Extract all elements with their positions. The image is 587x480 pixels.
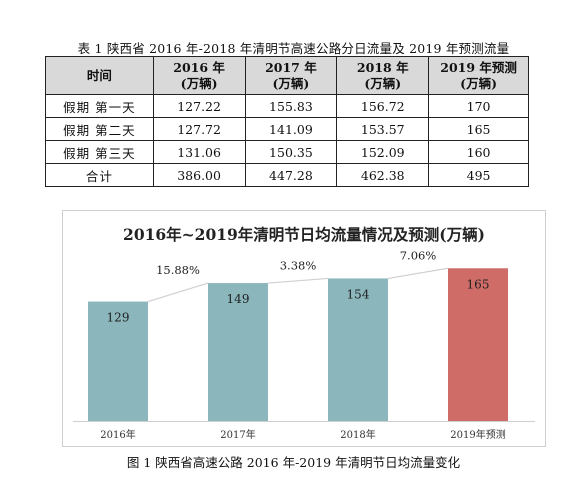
row-label: 假期 第三天 (45, 140, 154, 164)
table-caption: 表 1 陕西省 2016 年-2018 年清明节高速公路分日流量及 2019 年… (77, 41, 510, 56)
header-2018: 2018 年 (万辆) (336, 56, 430, 95)
table-row: 假期 第三天 131.06 150.35 152.09 160 (45, 140, 529, 164)
table-cell: 141.09 (244, 117, 338, 141)
x-tick-label: 2017年 (220, 428, 255, 441)
table-cell: 160 (428, 140, 529, 164)
table-cell: 152.09 (336, 140, 430, 164)
bar-value-label: 165 (467, 277, 490, 291)
header-time: 时间 (45, 56, 154, 95)
table-cell: 150.35 (244, 140, 338, 164)
figure-caption: 图 1 陕西省高速公路 2016 年-2019 年清明节日均流量变化 (126, 455, 461, 470)
bar (208, 283, 268, 421)
table-row: 合计 386.00 447.28 462.38 495 (45, 163, 529, 187)
chart-title: 2016年~2019年清明节日均流量情况及预测(万辆) (123, 225, 485, 244)
growth-rate-label: 7.06% (400, 248, 437, 262)
table-header-row: 时间 2016 年 (万辆) 2017 年 (万辆) 2018 年 (万辆) 2019… (45, 56, 529, 95)
growth-rate-label: 15.88% (156, 263, 200, 277)
table-cell: 386.00 (152, 163, 246, 187)
table-cell: 170 (428, 94, 529, 118)
bar (328, 278, 388, 421)
growth-connector-line (267, 277, 329, 284)
table-cell: 495 (428, 163, 529, 187)
table-cell: 127.22 (152, 94, 246, 118)
growth-connector-line (387, 267, 449, 280)
x-tick-label: 2018年 (340, 428, 375, 441)
bar-chart: 129 2016年 149 2017年 154 2018年 165 2019年预测 15.88%… (73, 248, 535, 441)
table-cell: 165 (428, 117, 529, 141)
table-cell: 131.06 (152, 140, 246, 164)
bar (448, 268, 508, 421)
table-cell: 155.83 (244, 94, 338, 118)
x-tick-label: 2016年 (100, 428, 135, 441)
header-2017: 2017 年 (万辆) (244, 56, 338, 95)
header-2016: 2016 年 (万辆) (152, 56, 246, 95)
growth-connector-line (147, 282, 209, 303)
table-cell: 127.72 (152, 117, 246, 141)
header-2019-forecast: 2019 年预测 (万辆) (428, 56, 529, 95)
growth-rate-label: 3.38% (280, 258, 317, 272)
table-cell: 462.38 (336, 163, 430, 187)
bar-value-label: 129 (107, 311, 130, 325)
table-cell: 447.28 (244, 163, 338, 187)
table-cell: 156.72 (336, 94, 430, 118)
bar-value-label: 149 (227, 292, 250, 306)
row-label: 假期 第二天 (45, 117, 154, 141)
chart-frame: 2016年~2019年清明节日均流量情况及预测(万辆) 129 2016年 149 2… (62, 210, 546, 447)
table-row: 假期 第一天 127.22 155.83 156.72 170 (45, 94, 529, 118)
bar-value-label: 154 (347, 287, 370, 301)
bar (88, 301, 148, 421)
table-cell: 153.57 (336, 117, 430, 141)
table-row: 假期 第二天 127.72 141.09 153.57 165 (45, 117, 529, 141)
row-label: 假期 第一天 (45, 94, 154, 118)
row-label: 合计 (45, 163, 154, 187)
x-tick-label: 2019年预测 (450, 428, 505, 441)
traffic-table: 时间 2016 年 (万辆) 2017 年 (万辆) 2018 年 (万辆) 2019… (45, 56, 529, 187)
